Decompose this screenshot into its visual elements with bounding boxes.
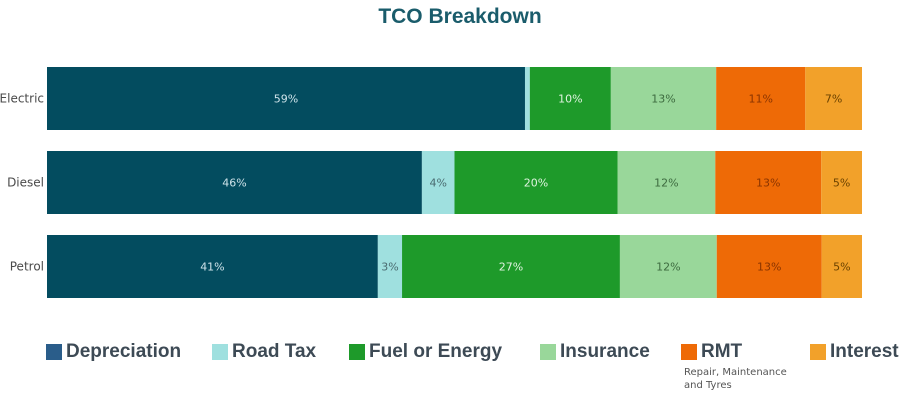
data-label: 59% bbox=[274, 93, 298, 106]
bar-segment bbox=[524, 67, 530, 130]
legend-item-interest: Interest bbox=[810, 340, 899, 364]
data-label: 10% bbox=[558, 93, 582, 106]
legend-swatch bbox=[540, 344, 556, 360]
data-label: 5% bbox=[833, 261, 850, 274]
bar-segment bbox=[716, 67, 806, 130]
bar-segment bbox=[821, 151, 862, 214]
category-label: Petrol bbox=[10, 260, 44, 274]
legend-label: RMT bbox=[701, 341, 743, 362]
legend-label: Road Tax bbox=[232, 341, 317, 362]
legend-item-fuel: Fuel or Energy bbox=[349, 340, 502, 364]
data-label: 12% bbox=[656, 261, 680, 274]
data-label: 41% bbox=[200, 261, 224, 274]
legend-label: Fuel or Energy bbox=[369, 341, 503, 362]
bar-segment bbox=[610, 67, 717, 130]
bar-segment bbox=[529, 67, 611, 130]
data-label: 4% bbox=[429, 177, 446, 190]
legend-swatch bbox=[46, 344, 62, 360]
legend: Depreciation Road Tax Fuel or Energy Ins… bbox=[0, 340, 900, 400]
bar-segment bbox=[47, 67, 525, 130]
data-label: 12% bbox=[654, 177, 678, 190]
legend-label: Depreciation bbox=[66, 341, 182, 362]
legend-swatch bbox=[349, 344, 365, 360]
legend-item-rmt: RMT bbox=[681, 340, 742, 364]
data-label: 27% bbox=[499, 261, 523, 274]
bar-segment bbox=[716, 235, 822, 298]
chart-title: TCO Breakdown bbox=[378, 5, 541, 28]
data-label: 3% bbox=[381, 261, 398, 274]
tco-chart: TCO Breakdown Electric 59% 10% 13% 11% 7% Dies… bbox=[0, 5, 862, 298]
data-label: 13% bbox=[757, 261, 781, 274]
bar-segment bbox=[805, 67, 862, 130]
rmt-subtitle: Repair, Maintenance and Tyres bbox=[684, 367, 787, 391]
legend-item-road-tax: Road Tax bbox=[212, 340, 316, 364]
bar-segment bbox=[402, 235, 620, 298]
legend-swatch bbox=[810, 344, 826, 360]
legend-swatch bbox=[681, 344, 697, 360]
data-label: 7% bbox=[825, 93, 842, 106]
legend-item-insurance: Insurance bbox=[540, 340, 650, 364]
bar-segment bbox=[47, 235, 378, 298]
category-label: Diesel bbox=[7, 176, 44, 190]
category-label: Electric bbox=[0, 92, 44, 106]
data-label: 13% bbox=[651, 93, 675, 106]
legend-label: Insurance bbox=[560, 341, 650, 362]
bar-segment bbox=[619, 235, 717, 298]
bars-group: Electric 59% 10% 13% 11% 7% Diesel 46% 4% 20% 12% 1… bbox=[0, 67, 862, 298]
legend-label: Interest bbox=[830, 341, 899, 362]
bar-segment bbox=[47, 151, 422, 214]
bar-segment bbox=[421, 151, 455, 214]
data-label: 20% bbox=[524, 177, 548, 190]
data-label: 11% bbox=[749, 93, 773, 106]
data-label: 5% bbox=[833, 177, 850, 190]
bar-segment bbox=[377, 235, 403, 298]
data-label: 13% bbox=[756, 177, 780, 190]
bar-segment bbox=[617, 151, 716, 214]
legend-swatch bbox=[212, 344, 228, 360]
data-label: 46% bbox=[222, 177, 246, 190]
legend-item-depreciation: Depreciation bbox=[46, 340, 181, 364]
bar-segment bbox=[821, 235, 862, 298]
bar-segment bbox=[715, 151, 822, 214]
bar-segment bbox=[454, 151, 618, 214]
